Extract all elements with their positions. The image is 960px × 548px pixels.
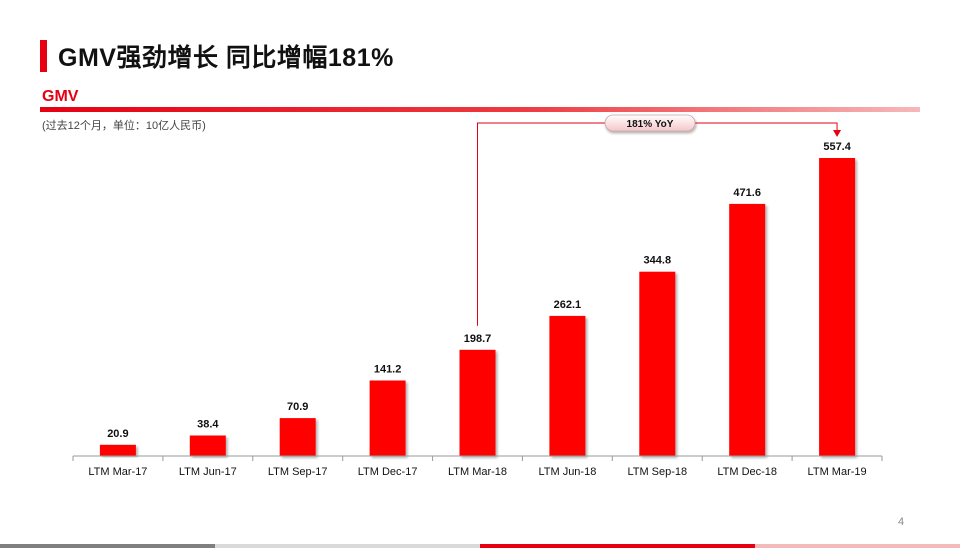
footer-stripe-light [215,544,480,548]
page-title: GMV强劲增长 同比增幅181% [58,44,394,72]
bar-3 [369,380,406,456]
value-label-5: 262.1 [554,299,582,311]
title-accent-bar [40,40,47,72]
footer-stripe-gray [0,544,215,548]
yoy-annotation: 181% YoY [477,114,842,326]
section-divider [40,107,920,112]
x-tick-label-0: LTM Mar-17 [88,466,147,478]
bar-0 [99,444,136,456]
value-labels: 20.9 38.4 70.9 141.2 198.7 262.1 344.8 471.6 557… [107,141,852,440]
section-label: GMV [42,88,79,105]
yoy-arrowhead [833,130,842,137]
yoy-callout-text: 181% YoY [627,119,674,130]
x-tick-label-6: LTM Sep-18 [627,466,687,478]
yoy-callout-badge [604,114,696,132]
value-label-2: 70.9 [287,401,308,413]
x-tick-label-5: LTM Jun-18 [538,466,596,478]
x-axis: LTM Mar-17 LTM Jun-17 LTM Sep-17 LTM Dec-17… [72,455,883,478]
value-label-1: 38.4 [197,419,219,431]
bar-5 [549,315,586,456]
page-number: 4 [898,516,905,528]
chart-subtitle: (过去12个月，单位：10亿人民币) [42,120,206,132]
bar-4 [459,349,496,456]
x-tick-label-7: LTM Dec-18 [717,466,777,478]
x-tick-label-4: LTM Mar-18 [448,466,507,478]
bar-7 [729,203,766,456]
value-label-0: 20.9 [107,428,128,440]
bar-6 [639,271,676,456]
x-tick-label-1: LTM Jun-17 [179,466,237,478]
bar-2 [279,418,316,456]
footer-stripe-red [480,544,755,548]
footer-stripe-pink [755,544,960,548]
x-tick-label-8: LTM Mar-19 [808,466,867,478]
x-tick-label-3: LTM Dec-17 [358,466,418,478]
bar-8 [819,158,856,456]
bars-layer [99,158,856,456]
value-label-4: 198.7 [464,333,492,345]
value-label-8: 557.4 [823,141,851,153]
value-label-6: 344.8 [644,255,672,267]
value-label-7: 471.6 [733,187,761,199]
x-tick-label-2: LTM Sep-17 [268,466,328,478]
bar-1 [189,435,226,456]
value-label-3: 141.2 [374,364,402,376]
